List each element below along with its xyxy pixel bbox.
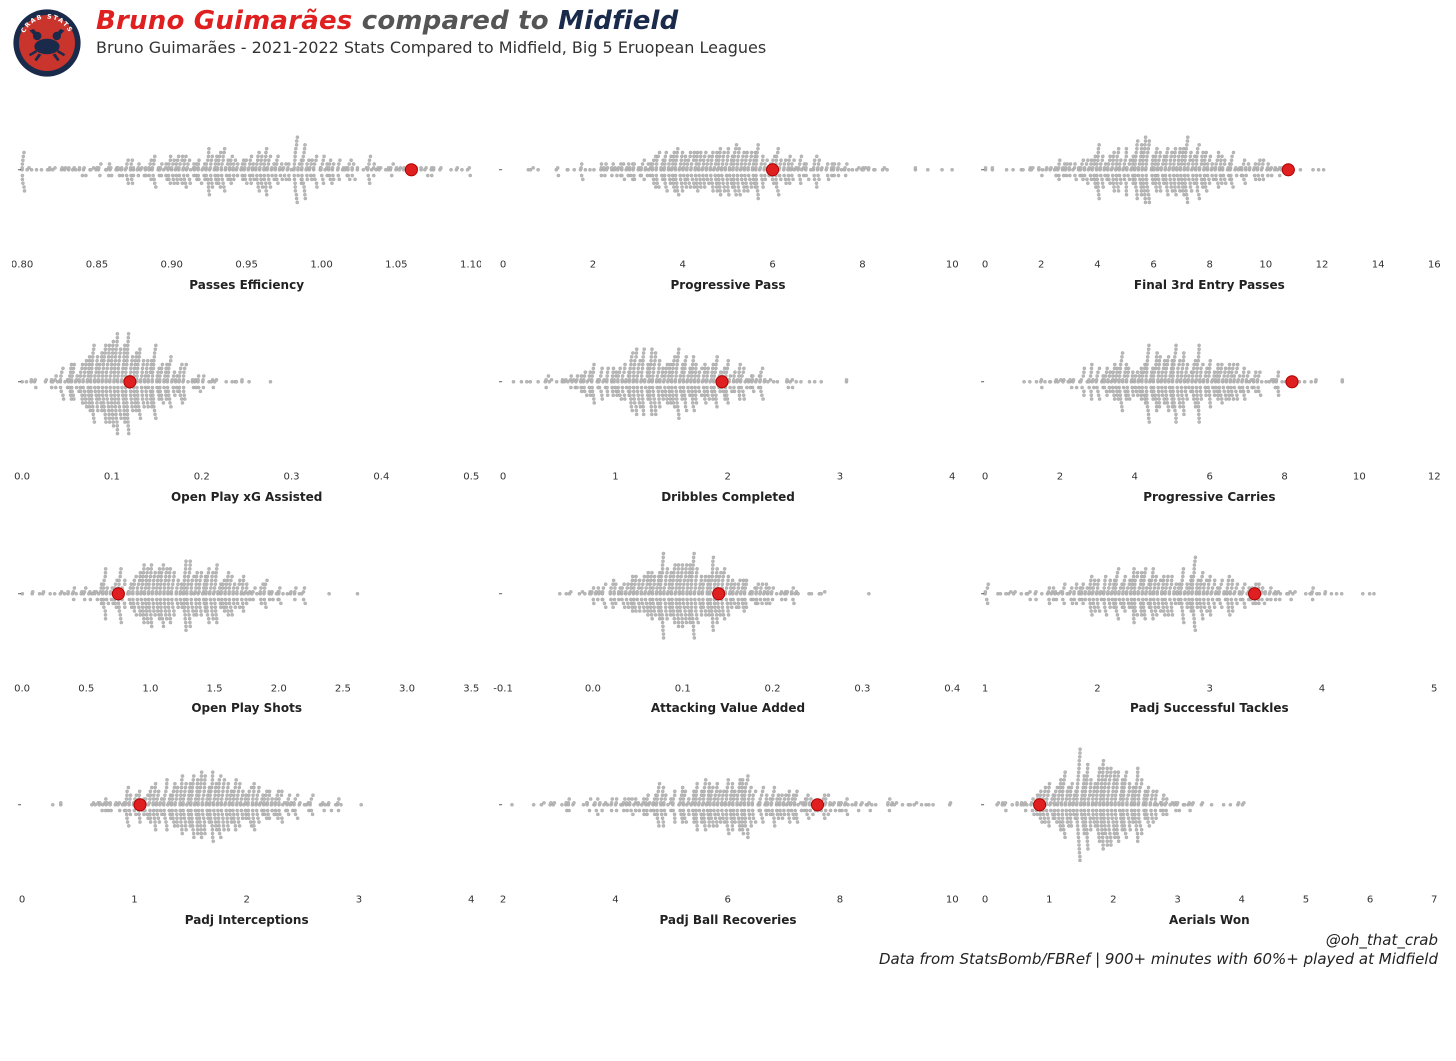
svg-text:0.2: 0.2 <box>765 683 781 694</box>
svg-text:4: 4 <box>680 260 686 271</box>
comparison-group: Midfield <box>558 6 678 36</box>
svg-text:0: 0 <box>982 260 988 271</box>
swarm-panel: 1 2 3 4 5 Padj Successful Tackles <box>975 508 1444 716</box>
svg-text:6: 6 <box>770 260 776 271</box>
svg-text:2.5: 2.5 <box>335 683 351 694</box>
swarm-panel: 0 2 4 6 8 10 12 Progressive Carries <box>975 296 1444 504</box>
svg-text:14: 14 <box>1371 260 1384 271</box>
svg-text:10: 10 <box>1259 260 1272 271</box>
svg-text:2: 2 <box>1094 683 1100 694</box>
svg-text:-0.1: -0.1 <box>494 683 514 694</box>
svg-text:5: 5 <box>1431 683 1437 694</box>
svg-text:4: 4 <box>1094 260 1100 271</box>
swarm-panel: 246810Padj Ball Recoveries <box>493 719 962 927</box>
panel-title: Padj Ball Recoveries <box>493 913 962 927</box>
swarm-panel: 01234567Aerials Won <box>975 719 1444 927</box>
svg-text:8: 8 <box>1281 471 1287 482</box>
svg-text:10: 10 <box>1353 471 1366 482</box>
svg-text:1: 1 <box>982 683 988 694</box>
swarm-panel: 01234Padj Interceptions <box>12 719 481 927</box>
svg-text:3: 3 <box>837 471 843 482</box>
panel-title: Final 3rd Entry Passes <box>975 278 1444 292</box>
panel-title: Attacking Value Added <box>493 701 962 715</box>
svg-text:0.1: 0.1 <box>104 471 120 482</box>
svg-text:2: 2 <box>1038 260 1044 271</box>
svg-text:0.4: 0.4 <box>373 471 389 482</box>
swarm-panel: 0 2 4 6 8 10 Progressive Pass <box>493 84 962 292</box>
svg-text:0.4: 0.4 <box>945 683 961 694</box>
svg-text:0.90: 0.90 <box>161 260 183 271</box>
svg-text:6: 6 <box>1150 260 1156 271</box>
svg-text:16: 16 <box>1427 260 1440 271</box>
svg-text:0.0: 0.0 <box>585 683 601 694</box>
footer-handle: @oh_that_crab <box>12 931 1438 950</box>
header: CRAB STATS Bruno Guimarães compared to M… <box>12 8 1444 78</box>
panel-title: Progressive Carries <box>975 490 1444 504</box>
panel-title: Progressive Pass <box>493 278 962 292</box>
svg-text:0.85: 0.85 <box>86 260 108 271</box>
svg-text:2: 2 <box>725 471 731 482</box>
footer-credit: Data from StatsBomb/FBRef | 900+ minutes… <box>12 950 1438 969</box>
svg-text:6: 6 <box>1206 471 1212 482</box>
page-title: Bruno Guimarães compared to Midfield <box>96 6 766 36</box>
svg-text:4: 4 <box>1318 683 1324 694</box>
panel-title: Aerials Won <box>975 913 1444 927</box>
title-block: Bruno Guimarães compared to Midfield Bru… <box>96 6 766 57</box>
svg-text:0.95: 0.95 <box>235 260 257 271</box>
svg-text:0.80: 0.80 <box>12 260 33 271</box>
svg-text:0: 0 <box>500 471 506 482</box>
svg-text:0: 0 <box>500 260 506 271</box>
svg-text:3.5: 3.5 <box>463 683 479 694</box>
swarm-panel: -0.1 0.0 0.1 0.2 0.3 0.4 Attacking Value Added <box>493 508 962 716</box>
svg-text:0.1: 0.1 <box>675 683 691 694</box>
svg-text:0.5: 0.5 <box>463 471 479 482</box>
player-name: Bruno Guimarães <box>96 6 352 36</box>
svg-text:1.00: 1.00 <box>310 260 332 271</box>
svg-text:1: 1 <box>613 471 619 482</box>
svg-text:1.0: 1.0 <box>142 683 158 694</box>
title-mid: compared to <box>352 6 558 36</box>
svg-text:4: 4 <box>949 471 955 482</box>
svg-text:8: 8 <box>1206 260 1212 271</box>
svg-text:2.0: 2.0 <box>271 683 287 694</box>
svg-text:0.0: 0.0 <box>14 471 30 482</box>
panel-title: Padj Interceptions <box>12 913 481 927</box>
svg-text:12: 12 <box>1427 471 1440 482</box>
svg-text:0.3: 0.3 <box>855 683 871 694</box>
svg-text:0.0: 0.0 <box>14 683 30 694</box>
svg-text:12: 12 <box>1315 260 1328 271</box>
panel-title: Open Play xG Assisted <box>12 490 481 504</box>
swarm-panel: 0 2 4 6 8 10 12 14 16 Final 3rd Entry Passes <box>975 84 1444 292</box>
svg-text:8: 8 <box>860 260 866 271</box>
svg-text:0.3: 0.3 <box>284 471 300 482</box>
swarm-panel: 0.80 0.85 0.90 0.95 1.00 1.05 1.10 Passes Effic… <box>12 84 481 292</box>
svg-text:4: 4 <box>1131 471 1137 482</box>
svg-text:2: 2 <box>1056 471 1062 482</box>
panel-title: Dribbles Completed <box>493 490 962 504</box>
svg-text:3.0: 3.0 <box>399 683 415 694</box>
swarm-panel: 0 1 2 3 4 Dribbles Completed <box>493 296 962 504</box>
svg-text:1.5: 1.5 <box>207 683 223 694</box>
stats-comparison-page: CRAB STATS Bruno Guimarães compared to M… <box>0 0 1456 973</box>
svg-text:10: 10 <box>946 260 959 271</box>
svg-text:3: 3 <box>1206 683 1212 694</box>
svg-text:0.2: 0.2 <box>194 471 210 482</box>
footer: @oh_that_crab Data from StatsBomb/FBRef … <box>12 931 1444 969</box>
panel-title: Open Play Shots <box>12 701 481 715</box>
svg-text:0.5: 0.5 <box>78 683 94 694</box>
panel-title: Passes Efficiency <box>12 278 481 292</box>
swarm-grid: 0.800.850.900.951.001.051.10Passes Effic… <box>12 84 1444 927</box>
svg-text:0: 0 <box>982 471 988 482</box>
page-subtitle: Bruno Guimarães - 2021-2022 Stats Compar… <box>96 38 766 57</box>
swarm-panel: 0.0 0.1 0.2 0.3 0.4 0.5 Open Play xG Assisted <box>12 296 481 504</box>
svg-text:1.05: 1.05 <box>385 260 407 271</box>
svg-text:2: 2 <box>590 260 596 271</box>
swarm-panel: 0.0 0.5 1.0 1.5 2.0 2.5 3.0 3.5 Open Play Shots <box>12 508 481 716</box>
svg-text:1.10: 1.10 <box>460 260 481 271</box>
panel-title: Padj Successful Tackles <box>975 701 1444 715</box>
crab-stats-logo-icon: CRAB STATS <box>12 8 82 78</box>
